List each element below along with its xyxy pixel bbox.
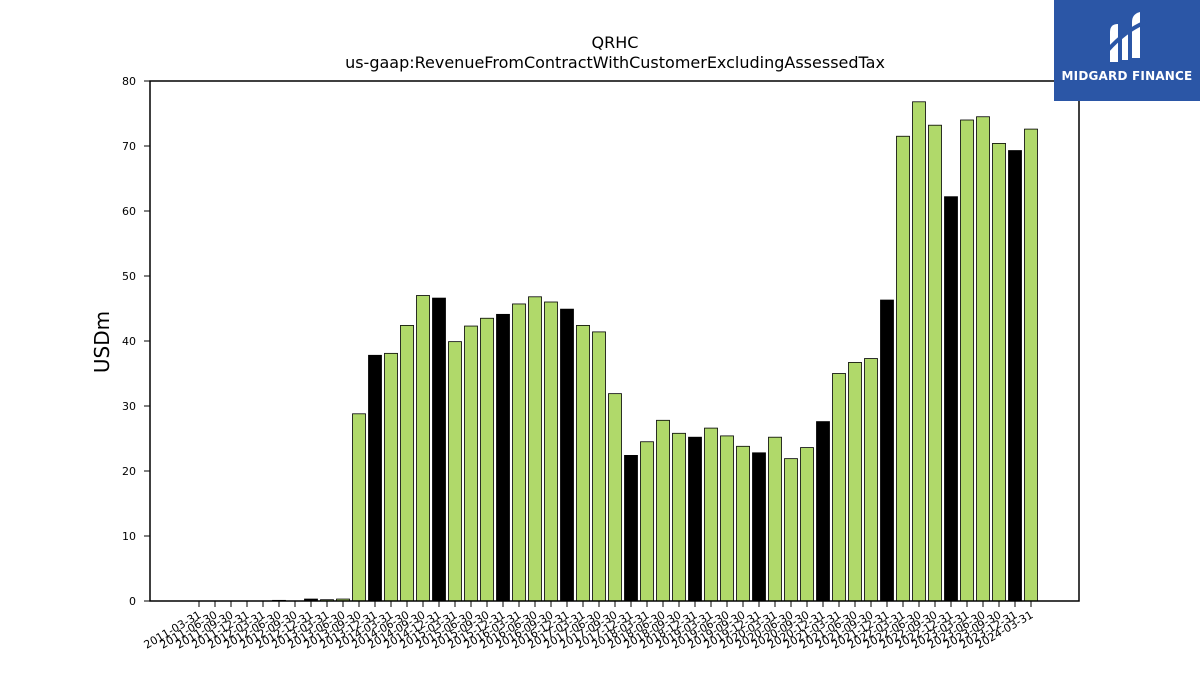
y-tick-label: 10 xyxy=(122,530,136,543)
bar-2016-03-31 xyxy=(512,303,526,602)
bar-2019-03-31 xyxy=(704,427,718,602)
bar-2018-12-31 xyxy=(688,436,702,602)
y-tick-label: 30 xyxy=(122,400,136,413)
bar-2023-06-30 xyxy=(976,116,990,602)
bar-2016-12-31 xyxy=(560,308,574,602)
bar-2018-06-30 xyxy=(656,419,670,602)
bar-2015-06-30 xyxy=(464,325,478,602)
bar-2021-12-31 xyxy=(880,299,894,602)
bar-2018-09-30 xyxy=(672,432,686,602)
y-axis-label: USDm xyxy=(90,311,114,373)
bar-2014-12-31 xyxy=(432,297,446,602)
y-tick-label: 50 xyxy=(122,270,136,283)
midgard-logo-mark-icon xyxy=(1106,12,1147,62)
y-tick-label: 60 xyxy=(122,205,136,218)
chart-subtitle: us-gaap:RevenueFromContractWithCustomerE… xyxy=(345,53,885,72)
bar-2020-03-31 xyxy=(768,436,782,602)
bar-2023-09-30 xyxy=(992,142,1006,602)
y-tick-label: 70 xyxy=(122,140,136,153)
y-ticks-group: 0 10 20 30 40 50 60 70 80 xyxy=(122,75,150,608)
bar-2022-12-31 xyxy=(944,196,958,602)
bar-2014-03-31 xyxy=(384,352,398,602)
bar-2013-12-31 xyxy=(368,354,382,602)
bar-2015-03-31 xyxy=(448,341,462,602)
bar-2020-09-30 xyxy=(800,447,814,602)
bar-2021-03-31 xyxy=(832,373,846,602)
y-tick-label: 40 xyxy=(122,335,136,348)
y-tick-label: 0 xyxy=(129,595,136,608)
bar-2022-09-30 xyxy=(928,124,942,602)
bar-2020-12-31 xyxy=(816,421,830,602)
bars-group xyxy=(272,101,1038,602)
bar-2019-09-30 xyxy=(736,445,750,602)
y-tick-label: 20 xyxy=(122,465,136,478)
logo-text: MIDGARD FINANCE xyxy=(1061,69,1193,83)
bar-2020-06-30 xyxy=(784,458,798,602)
bar-2023-12-31 xyxy=(1008,150,1022,602)
plot-frame xyxy=(149,80,1080,602)
bar-2019-06-30 xyxy=(720,435,734,602)
bar-2013-09-30 xyxy=(352,413,366,602)
bar-2015-09-30 xyxy=(480,317,494,602)
y-tick-label: 80 xyxy=(122,75,136,88)
bar-2024-03-31 xyxy=(1024,128,1038,602)
bar-2023-03-31 xyxy=(960,119,974,602)
chart-title: QRHC xyxy=(592,33,639,52)
bar-2017-12-31 xyxy=(624,454,638,602)
bar-2015-12-31 xyxy=(496,313,510,602)
bar-2017-09-30 xyxy=(608,393,622,602)
bar-2021-09-30 xyxy=(864,358,878,602)
bar-2019-12-31 xyxy=(752,452,766,602)
bar-2022-06-30 xyxy=(912,101,926,602)
bar-2016-06-30 xyxy=(528,296,542,602)
bar-2021-06-30 xyxy=(848,362,862,602)
bar-2016-09-30 xyxy=(544,301,558,602)
bar-2014-09-30 xyxy=(416,295,430,602)
x-ticks-group: 2011-03-312011-06-302011-09-302011-12-31… xyxy=(142,601,1036,652)
bar-2022-03-31 xyxy=(896,135,910,602)
bar-2017-03-31 xyxy=(576,324,590,602)
bar-2018-03-31 xyxy=(640,441,654,602)
midgard-finance-logo: MIDGARD FINANCE xyxy=(1054,0,1200,101)
bar-2014-06-30 xyxy=(400,324,414,602)
bar-2017-06-30 xyxy=(592,331,606,602)
